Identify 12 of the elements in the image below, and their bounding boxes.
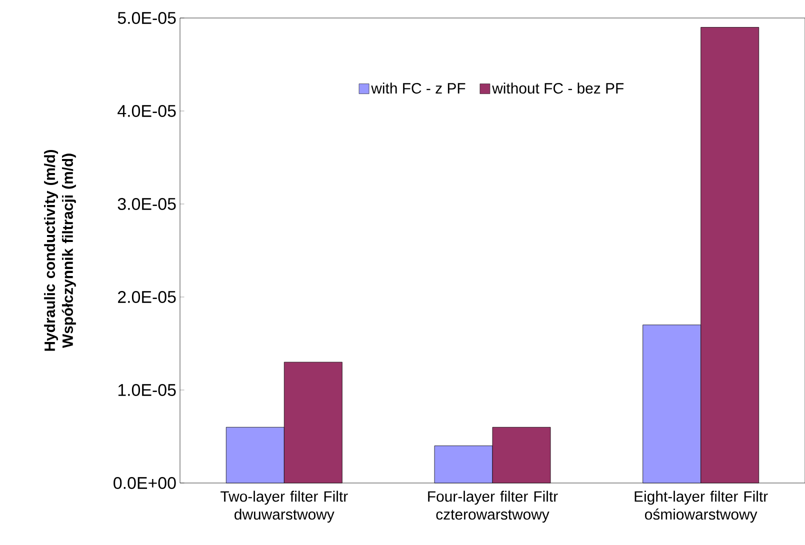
y-tick-label: 2.0E-05 xyxy=(118,291,176,303)
y-axis-title: Hydraulic conductivity (m/d) Współczynnik filtracji (m/d) xyxy=(44,150,76,351)
y-tick-label: 3.0E-05 xyxy=(118,198,176,210)
legend-label: without FC - bez PF xyxy=(492,82,624,94)
y-tick-label: 0.0E+00 xyxy=(114,477,176,489)
x-tick-label: Two-layer filter Filtr dwuwarstwowy xyxy=(220,490,348,523)
y-tick-label: 1.0E-05 xyxy=(118,384,176,396)
y-tick-label: 4.0E-05 xyxy=(118,105,176,117)
legend-label: with FC - z PF xyxy=(371,82,466,94)
y-tick-label: 5.0E-05 xyxy=(118,12,176,24)
x-tick-label: Eight-layer filter Filtr ośmiowarstwowy xyxy=(634,490,768,523)
x-tick-label: Four-layer filter Filtr czterowarstwowy xyxy=(428,490,558,523)
